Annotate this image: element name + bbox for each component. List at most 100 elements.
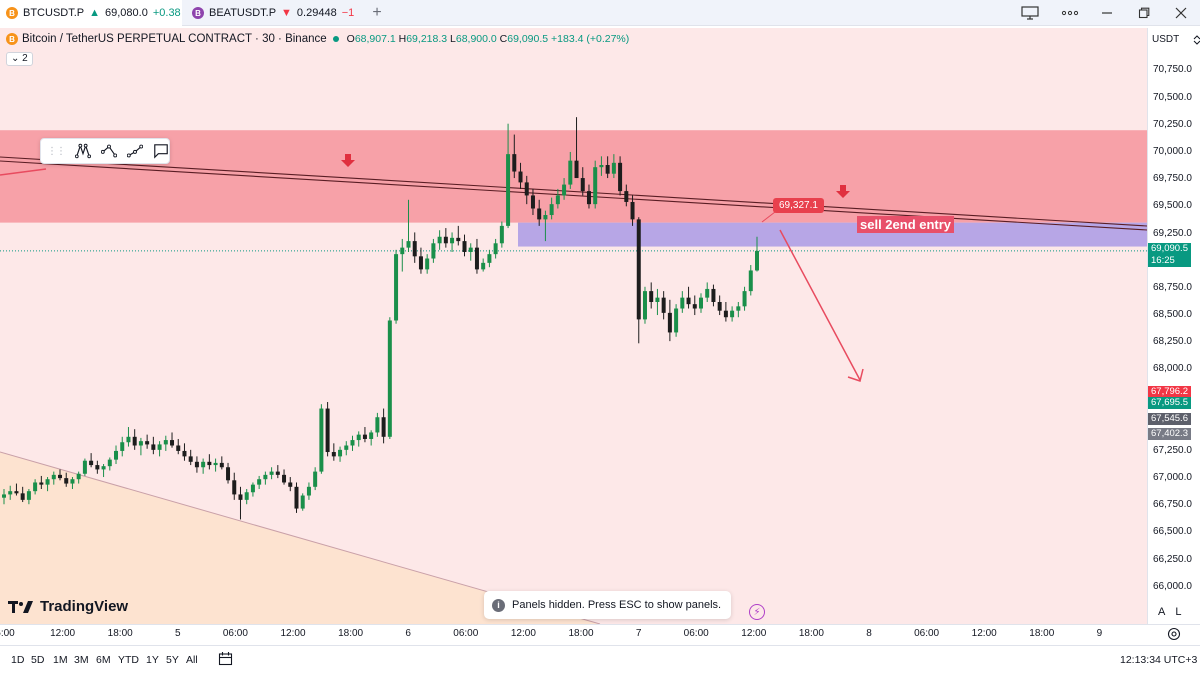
tab-beatusdt[interactable]: B BEATUSDT.P ▼ 0.29448 −11.3 <box>186 0 354 26</box>
candle-body <box>257 479 262 485</box>
time-label: 06:00 <box>914 628 940 639</box>
candle-body <box>306 486 311 496</box>
candle-body <box>730 310 735 318</box>
candle-body <box>586 191 591 205</box>
candle-body <box>431 243 436 259</box>
time-label: 18:00 <box>338 628 364 639</box>
candle-body <box>723 310 728 318</box>
time-label: 18:00 <box>1029 628 1055 639</box>
range-button-3m[interactable]: 3M <box>74 654 89 666</box>
range-button-ytd[interactable]: YTD <box>118 654 139 666</box>
candle-body <box>238 494 243 500</box>
candle-body <box>70 479 75 484</box>
candle-body <box>8 491 13 495</box>
brand-text: TradingView <box>40 598 129 615</box>
settings-gear-icon[interactable] <box>1167 627 1181 641</box>
range-button-5d[interactable]: 5D <box>31 654 45 666</box>
lightning-icon[interactable]: ⚡ <box>749 604 765 620</box>
layout-icon[interactable] <box>1013 0 1047 26</box>
time-label: 12:00 <box>971 628 997 639</box>
down-arrow-icon <box>341 154 355 167</box>
range-button-1y[interactable]: 1Y <box>146 654 159 666</box>
close-window-icon[interactable] <box>1164 0 1198 26</box>
candle-body <box>630 201 635 220</box>
candle-body <box>711 288 716 302</box>
candle-body <box>574 160 579 179</box>
time-label: 18:00 <box>798 628 824 639</box>
candle-body <box>456 237 461 242</box>
candle-body <box>76 473 81 480</box>
trendline-upper-1 <box>0 156 1147 227</box>
candle-body <box>188 456 193 462</box>
candle-body <box>462 241 467 252</box>
candle-body <box>101 466 106 470</box>
candle-body <box>182 450 187 457</box>
price-scale[interactable] <box>1147 28 1200 624</box>
auto-scale-button[interactable]: A <box>1158 606 1166 618</box>
drawing-toolbar: ⋮⋮ <box>40 138 170 164</box>
currency-selector[interactable]: USDT <box>1152 34 1200 46</box>
price-annotation[interactable]: 69,327.1 <box>773 198 824 213</box>
candle-body <box>82 460 87 474</box>
clock[interactable]: 12:13:34 UTC+3 <box>1120 654 1198 666</box>
range-button-all[interactable]: All <box>186 654 198 666</box>
candle-body <box>375 417 380 433</box>
candle-body <box>263 474 268 480</box>
log-scale-button[interactable]: L <box>1175 606 1182 618</box>
symbol-legend[interactable]: B Bitcoin / TetherUS PERPETUAL CONTRACT … <box>6 33 629 45</box>
candle-body <box>748 270 753 292</box>
candle-body <box>742 291 747 307</box>
bitcoin-icon: B <box>6 7 18 19</box>
candle-body <box>275 471 280 475</box>
projection-arrowhead <box>847 368 864 382</box>
path-tool-icon[interactable] <box>101 142 117 160</box>
candle-body <box>474 247 479 270</box>
time-label: 18:00 <box>107 628 133 639</box>
candle-body <box>39 482 44 485</box>
chart-canvas[interactable] <box>0 28 1147 624</box>
time-label: 5 <box>175 628 181 639</box>
range-button-1d[interactable]: 1D <box>11 654 25 666</box>
callout-tool-icon[interactable] <box>153 142 169 160</box>
price-label: 70,250.0 <box>1153 118 1192 130</box>
candle-body <box>450 237 455 244</box>
price-tag: 67,402.3 <box>1148 428 1191 441</box>
price-label: 70,750.0 <box>1153 64 1192 76</box>
polyline-tool-icon[interactable] <box>127 142 143 160</box>
candle-body <box>605 165 610 174</box>
candle-body <box>244 492 249 500</box>
time-axis[interactable] <box>0 624 1200 644</box>
chart-pane[interactable]: ⋮⋮ 69,327.1 sell 2end entry TradingView … <box>0 28 1147 624</box>
candle-body <box>350 440 355 446</box>
current-price: 69,090.5 <box>1151 243 1188 254</box>
calendar-icon[interactable] <box>218 651 233 666</box>
sell-entry-label[interactable]: sell 2end entry <box>857 216 955 233</box>
candle-body <box>45 479 50 485</box>
new-tab-button[interactable]: + <box>372 4 382 21</box>
indicator-collapse-toggle[interactable]: ⌄ 2 <box>6 52 33 66</box>
drag-handle-icon[interactable]: ⋮⋮ <box>47 145 66 157</box>
price-label: 68,000.0 <box>1153 363 1192 375</box>
price-tag: 67,695.5 <box>1148 396 1191 409</box>
candle-body <box>636 219 641 320</box>
pattern-tool-icon[interactable] <box>75 142 91 160</box>
candle-body <box>26 491 31 500</box>
range-button-6m[interactable]: 6M <box>96 654 111 666</box>
range-button-1m[interactable]: 1M <box>53 654 68 666</box>
minimize-icon[interactable] <box>1090 0 1124 26</box>
time-label: 06:00 <box>453 628 479 639</box>
time-label: 06:00 <box>222 628 248 639</box>
time-label: 12:00 <box>741 628 767 639</box>
candle-body <box>481 262 486 270</box>
range-button-5y[interactable]: 5Y <box>166 654 179 666</box>
tab-btcusdt[interactable]: B BTCUSDT.P ▲ 69,080.0 +0.38 <box>0 0 182 26</box>
candle-body <box>356 434 361 441</box>
restore-icon[interactable] <box>1127 0 1161 26</box>
more-options-icon[interactable] <box>1053 0 1087 26</box>
candle-body <box>126 436 131 443</box>
time-label: 7 <box>635 628 642 639</box>
down-arrow-icon <box>836 185 850 198</box>
tab-symbol: BTCUSDT.P <box>23 7 85 19</box>
candle-body <box>269 471 274 475</box>
price-label: 70,500.0 <box>1153 91 1192 103</box>
